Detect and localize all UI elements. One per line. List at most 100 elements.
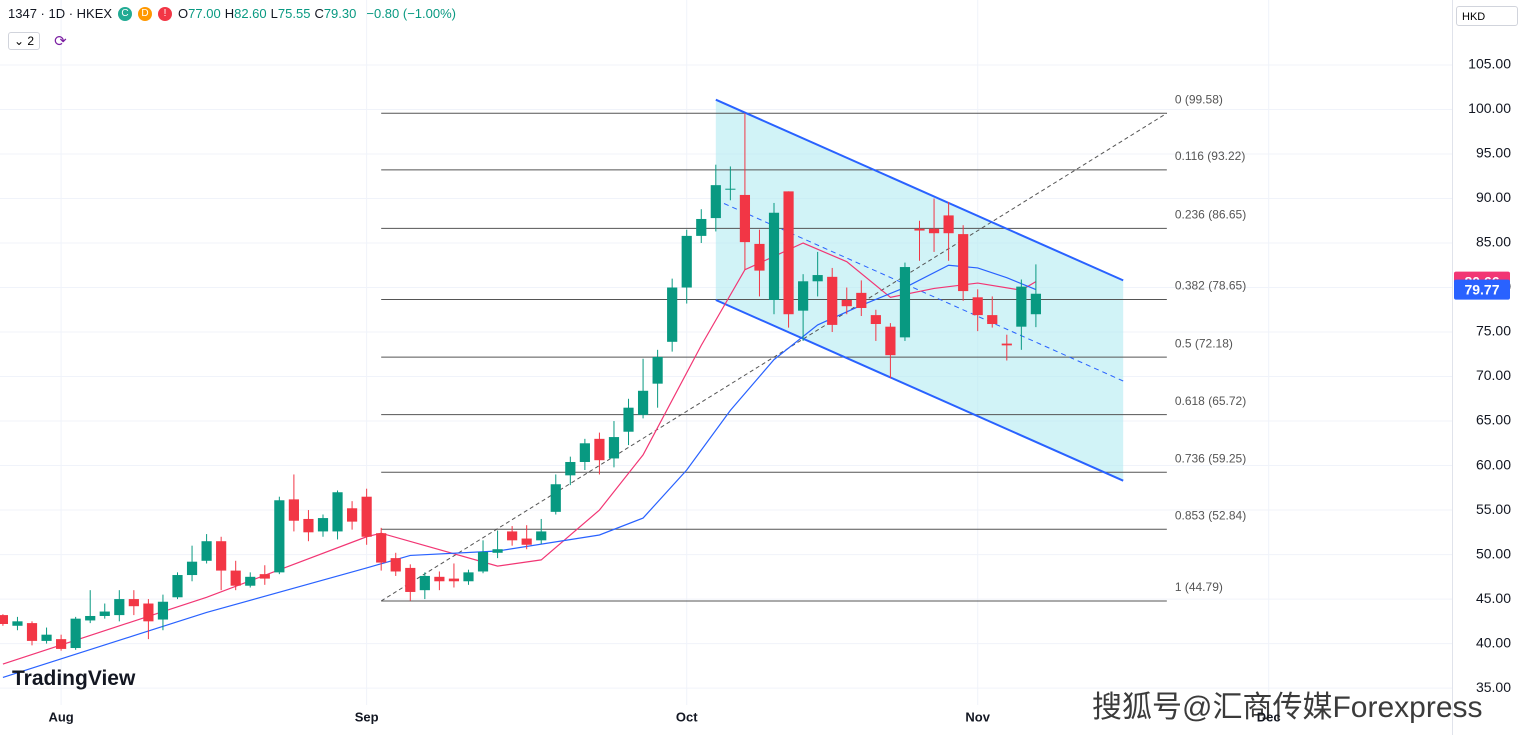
candle-body	[608, 437, 620, 459]
candle-body	[696, 218, 707, 236]
y-tick-label: 85.00	[1476, 234, 1511, 250]
candle-body	[768, 212, 780, 300]
candle-body	[725, 188, 736, 190]
ohlc-key: H	[224, 6, 235, 21]
ohlc: O77.00 H82.60 L75.55 C79.30	[178, 6, 360, 21]
y-tick-label: 40.00	[1476, 634, 1511, 650]
candle-body	[870, 315, 881, 325]
candle-body	[26, 623, 38, 641]
badge[interactable]: !	[158, 6, 173, 21]
y-tick-label: 35.00	[1476, 679, 1511, 695]
price-label-bg	[1454, 279, 1510, 300]
candle-body	[987, 315, 998, 325]
candle-body	[201, 541, 212, 561]
candle-body	[885, 326, 896, 356]
ohlc-value: 77.00	[188, 6, 221, 21]
symbol[interactable]: 1347 · 1D · HKEX	[8, 6, 113, 21]
indicator-count: 2	[27, 34, 35, 48]
candle-body	[245, 576, 256, 586]
y-tick-label: 65.00	[1476, 412, 1511, 428]
ohlc-value: 75.55	[277, 6, 311, 21]
candle-body	[841, 299, 852, 307]
fib-label: 0.736 (59.25)	[1175, 451, 1246, 465]
candle-body	[928, 228, 940, 234]
candle-body	[419, 575, 430, 591]
candle-body	[376, 533, 387, 563]
candle-body	[477, 551, 489, 572]
candle-body	[12, 621, 23, 626]
y-tick-label: 60.00	[1476, 456, 1511, 472]
badge[interactable]: D	[138, 6, 153, 21]
fib-label: 0.382 (78.65)	[1175, 279, 1246, 293]
candle-body	[463, 572, 474, 582]
y-tick-label: 50.00	[1476, 545, 1511, 561]
candle-body	[812, 275, 823, 282]
fib-label: 0.618 (65.72)	[1175, 394, 1246, 408]
candle-body	[492, 549, 503, 553]
candle-body	[434, 576, 445, 582]
fib-label: 1 (44.79)	[1175, 580, 1223, 594]
currency[interactable]: HKD	[1456, 6, 1518, 26]
candle-body	[172, 575, 183, 598]
x-tick-label: Aug	[48, 709, 73, 724]
trend-line	[380, 112, 1168, 602]
fib-label: 0.116 (93.22)	[1175, 149, 1246, 163]
y-tick-label: 100.00	[1468, 100, 1511, 116]
candle-body	[288, 499, 299, 521]
indicator-toggle[interactable]: ⌄ 2	[8, 32, 41, 50]
price-label: 79.77	[1464, 281, 1499, 297]
candle-body	[1016, 286, 1027, 327]
candle-body	[114, 599, 125, 616]
channel-lower	[715, 299, 1124, 482]
candle-body	[550, 484, 561, 512]
candle-body	[943, 215, 954, 234]
y-tick-label: 70.00	[1476, 367, 1511, 383]
candle-body	[594, 438, 605, 461]
candle-body	[259, 574, 270, 579]
fib-label: 0 (99.58)	[1175, 92, 1223, 106]
candle-body	[899, 267, 911, 338]
candle-body	[710, 185, 721, 219]
y-tick-label: 45.00	[1476, 590, 1511, 606]
x-tick-label: Nov	[965, 709, 990, 724]
candle-body	[739, 194, 751, 243]
ohlc-key: L	[270, 6, 278, 21]
channel-fill	[715, 99, 1124, 481]
candle-body	[157, 601, 169, 620]
ohlc-key: C	[314, 6, 324, 21]
symbol-header: 1347 · 1D · HKEX C D ! O77.00 H82.60 L75.5…	[8, 6, 456, 21]
y-tick-label: 95.00	[1476, 145, 1511, 161]
candle-body	[186, 561, 198, 576]
candle-body	[317, 518, 329, 532]
candle-body	[361, 496, 372, 537]
candle-body	[681, 235, 692, 288]
candle-body	[667, 287, 678, 342]
candle-body	[856, 292, 867, 308]
candle-body	[390, 558, 401, 572]
candle-body	[332, 492, 343, 532]
refresh-icon[interactable]: ⟳	[54, 33, 67, 50]
price-axis	[1452, 0, 1524, 735]
candle-body	[85, 615, 96, 621]
candle-body	[405, 567, 416, 592]
fib-label: 0.5 (72.18)	[1175, 336, 1233, 350]
candle-body	[41, 634, 52, 641]
watermark: 搜狐号@汇商传媒Forexpress	[1092, 691, 1483, 724]
candle-body	[0, 615, 9, 624]
candle-body	[448, 578, 460, 582]
candle-body	[652, 356, 663, 384]
badge[interactable]: C	[118, 6, 133, 21]
fib-label: 0.236 (86.65)	[1175, 207, 1246, 221]
candle-body	[230, 570, 241, 586]
indicator-row: ⌄ 2 ⟳	[8, 32, 67, 50]
candle-body	[783, 191, 794, 315]
candle-body	[346, 508, 358, 522]
fib-label: 0.853 (52.84)	[1175, 508, 1246, 522]
y-tick-label: 75.00	[1476, 323, 1511, 339]
time-axis	[0, 705, 1452, 735]
candle-body	[99, 611, 110, 616]
y-tick-label: 105.00	[1468, 56, 1511, 72]
x-tick-label: Oct	[676, 709, 698, 724]
